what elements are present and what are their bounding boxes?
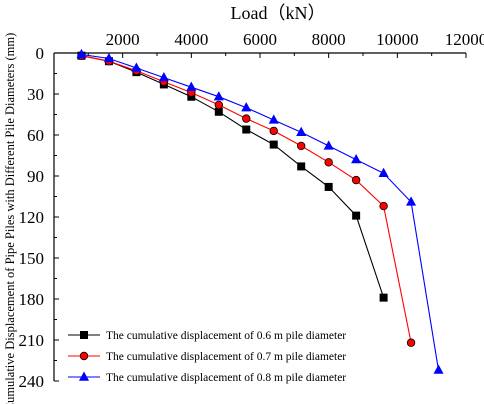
data-point (214, 100, 223, 110)
data-point (213, 91, 224, 101)
x-tick-label: 10000 (376, 30, 419, 49)
data-point (268, 114, 279, 124)
data-point (186, 81, 197, 91)
data-point (351, 154, 362, 164)
data-point (241, 102, 252, 112)
y-tick-label: 120 (19, 208, 45, 227)
series-1 (77, 51, 388, 302)
legend-label: The cumulative displacement of 0.6 m pil… (106, 330, 346, 342)
data-point (269, 140, 278, 149)
data-point (324, 182, 333, 191)
legend-label: The cumulative displacement of 0.7 m pil… (106, 351, 346, 363)
data-point (406, 338, 416, 347)
y-tick-label: 210 (19, 331, 45, 350)
y-tick-label: 180 (19, 290, 45, 309)
legend-marker (79, 351, 89, 361)
data-point (131, 62, 142, 72)
y-axis-title: Cumulative Displacement of Pipe Piles wi… (3, 33, 17, 404)
data-point (324, 158, 333, 167)
data-point (242, 125, 251, 134)
series-line (81, 55, 385, 298)
legend-item: The cumulative displacement of 0.8 m pil… (68, 371, 346, 384)
legend-marker (80, 331, 88, 339)
y-tick-label: 60 (27, 126, 44, 145)
x-tick-label: 6000 (243, 30, 277, 49)
axes: 2000 4000 6000 8000 10000 12000 0 30 60 90 120 150 1… (19, 30, 484, 391)
series-2 (77, 51, 416, 347)
data-point (406, 196, 417, 206)
x-tick-label: 12000 (445, 30, 484, 49)
x-tick-label: 8000 (312, 30, 346, 49)
x-tick-label: 4000 (174, 30, 208, 49)
data-point (103, 52, 114, 63)
data-point (296, 126, 307, 136)
data-point (297, 141, 306, 151)
y-tick-label: 30 (27, 85, 44, 104)
legend-item: The cumulative displacement of 0.7 m pil… (68, 351, 346, 363)
y-tick-label: 240 (19, 372, 45, 391)
series-3 (76, 48, 444, 374)
y-tick-label: 90 (27, 167, 44, 186)
legend-marker (78, 371, 90, 381)
legend: The cumulative displacement of 0.6 m pil… (68, 330, 346, 384)
data-point (379, 293, 388, 302)
data-point (242, 114, 251, 123)
data-point (379, 201, 388, 211)
data-point (269, 126, 278, 136)
data-point (297, 162, 306, 171)
data-point (214, 107, 223, 116)
series-line (81, 55, 412, 343)
y-tick-label: 0 (36, 44, 45, 63)
legend-item: The cumulative displacement of 0.6 m pil… (68, 330, 346, 342)
x-axis-title: Load（kN） (231, 3, 326, 23)
series-line (81, 53, 440, 371)
data-point (323, 140, 334, 150)
data-point (76, 48, 87, 59)
y-tick-label: 150 (19, 249, 45, 268)
data-point (352, 211, 361, 220)
series-layer (76, 48, 444, 374)
data-point (433, 364, 444, 374)
legend-label: The cumulative displacement of 0.8 m pil… (106, 372, 346, 384)
data-point (351, 175, 361, 185)
data-point (158, 72, 169, 82)
data-point (378, 167, 389, 177)
x-tick-label: 2000 (106, 30, 140, 49)
